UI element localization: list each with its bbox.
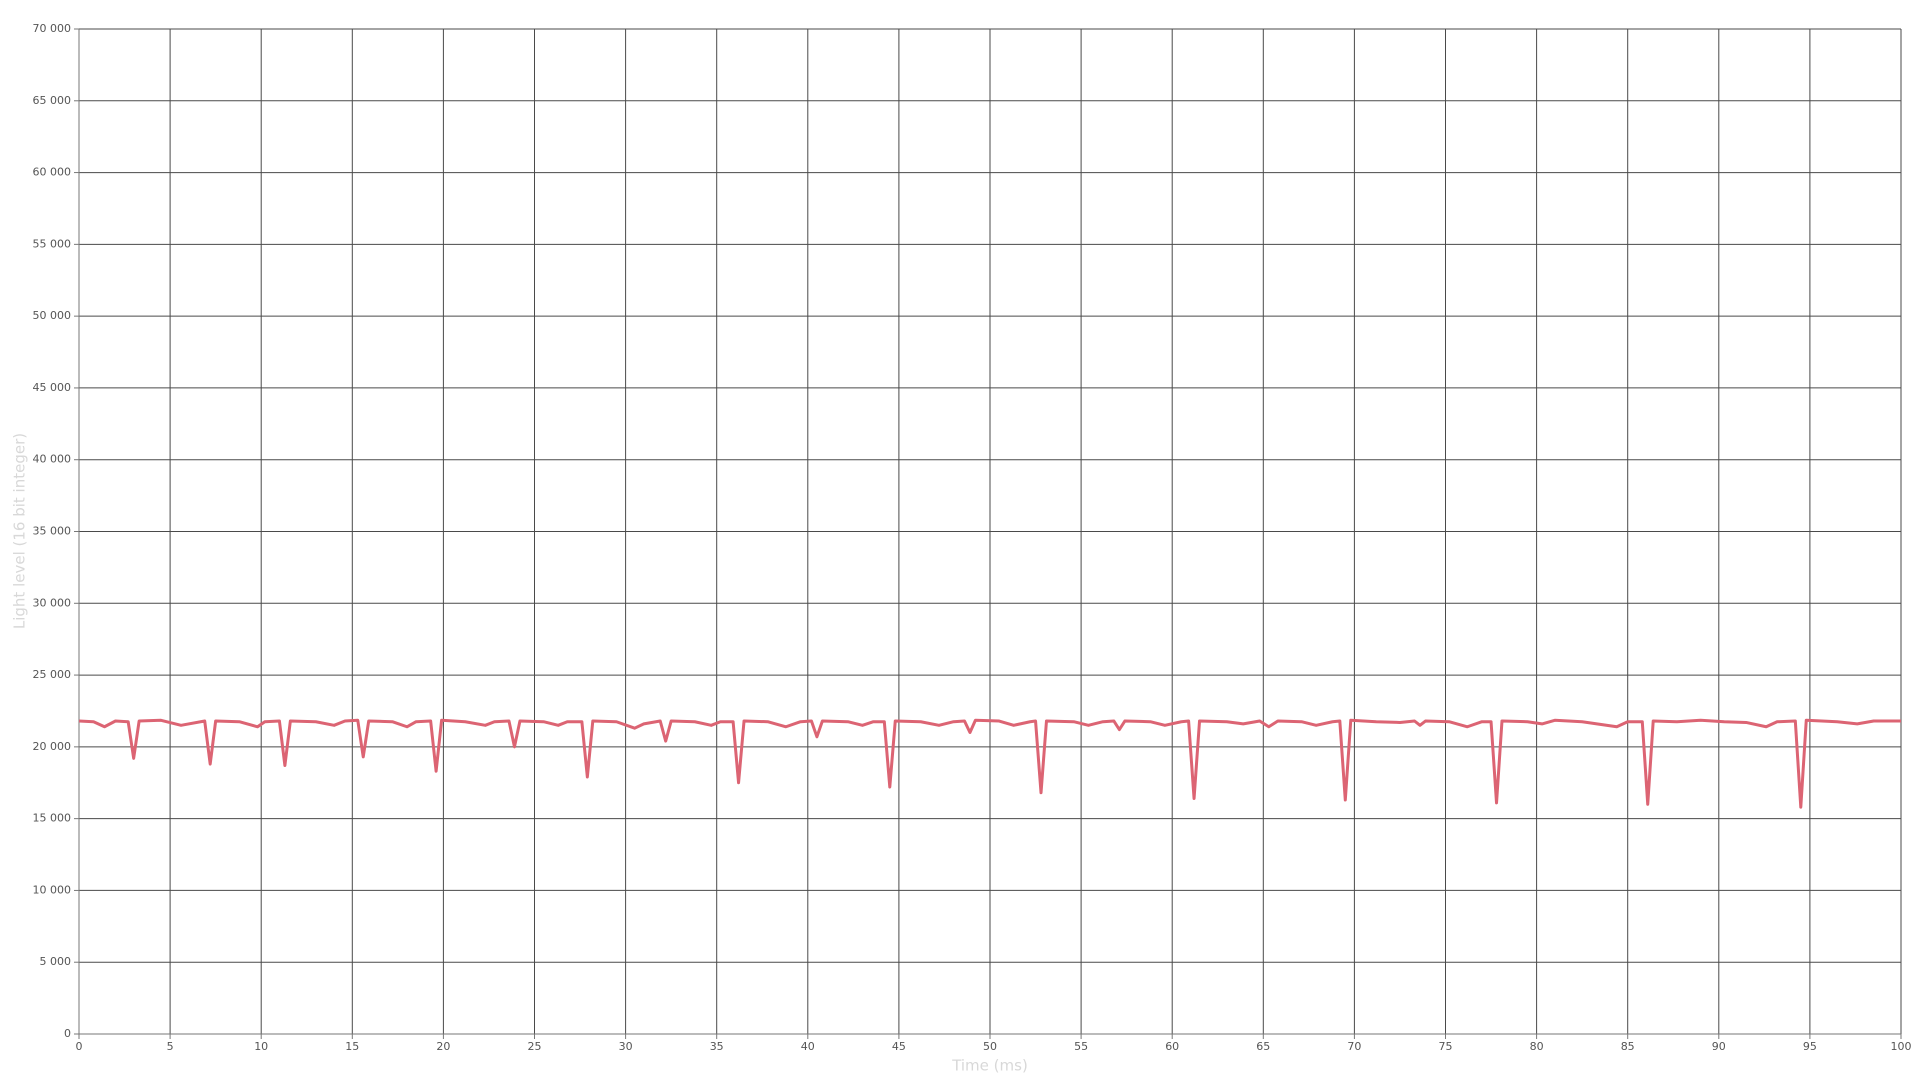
x-tick-label: 85: [1621, 1040, 1635, 1053]
x-tick-label: 5: [167, 1040, 174, 1053]
x-tick-label: 30: [619, 1040, 633, 1053]
x-tick-label: 45: [892, 1040, 906, 1053]
x-tick-label: 0: [76, 1040, 83, 1053]
x-tick-label: 10: [254, 1040, 268, 1053]
x-tick-label: 15: [345, 1040, 359, 1053]
x-tick-label: 60: [1165, 1040, 1179, 1053]
y-tick-label: 0: [64, 1027, 71, 1040]
x-tick-label: 20: [436, 1040, 450, 1053]
y-tick-label: 40 000: [33, 453, 72, 466]
x-tick-label: 40: [801, 1040, 815, 1053]
y-tick-label: 65 000: [33, 94, 72, 107]
x-tick-label: 70: [1347, 1040, 1361, 1053]
x-tick-label: 55: [1074, 1040, 1088, 1053]
y-tick-label: 5 000: [40, 955, 72, 968]
x-tick-label: 95: [1803, 1040, 1817, 1053]
y-tick-label: 10 000: [33, 883, 72, 896]
y-tick-label: 55 000: [33, 237, 72, 250]
x-axis-title: Time (ms): [951, 1057, 1028, 1075]
x-tick-label: 80: [1530, 1040, 1544, 1053]
y-tick-label: 45 000: [33, 381, 72, 394]
x-tick-label: 65: [1256, 1040, 1270, 1053]
y-tick-label: 60 000: [33, 166, 72, 179]
x-tick-label: 100: [1891, 1040, 1912, 1053]
y-tick-label: 35 000: [33, 525, 72, 538]
x-tick-label: 50: [983, 1040, 997, 1053]
data-line: [78, 718, 1901, 809]
y-tick-label: 15 000: [33, 812, 72, 825]
y-tick-label: 30 000: [33, 596, 72, 609]
y-tick-label: 25 000: [33, 668, 72, 681]
y-tick-label: 70 000: [33, 22, 72, 35]
y-axis-title: Light level (16 bit integer): [11, 433, 29, 629]
x-tick-label: 90: [1712, 1040, 1726, 1053]
x-tick-label: 25: [528, 1040, 542, 1053]
y-tick-label: 20 000: [33, 740, 72, 753]
x-tick-label: 35: [710, 1040, 724, 1053]
x-tick-label: 75: [1439, 1040, 1453, 1053]
y-tick-label: 50 000: [33, 309, 72, 322]
